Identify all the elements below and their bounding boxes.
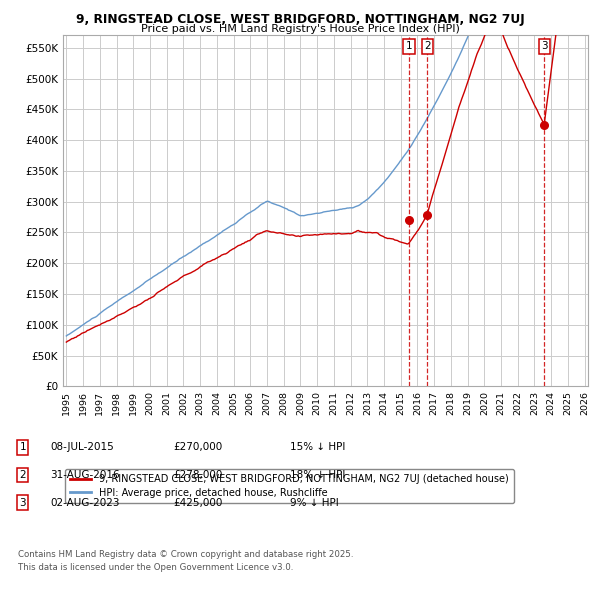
Text: 15% ↓ HPI: 15% ↓ HPI [290,442,346,452]
Text: 08-JUL-2015: 08-JUL-2015 [50,442,114,452]
Text: 3: 3 [19,498,26,507]
Text: 1: 1 [19,442,26,452]
Text: 31-AUG-2016: 31-AUG-2016 [50,470,120,480]
Text: 1: 1 [406,41,412,51]
Text: 2: 2 [424,41,431,51]
Text: This data is licensed under the Open Government Licence v3.0.: This data is licensed under the Open Gov… [18,563,293,572]
Legend: 9, RINGSTEAD CLOSE, WEST BRIDGFORD, NOTTINGHAM, NG2 7UJ (detached house), HPI: A: 9, RINGSTEAD CLOSE, WEST BRIDGFORD, NOTT… [65,469,514,503]
Text: £270,000: £270,000 [173,442,223,452]
Text: 18% ↓ HPI: 18% ↓ HPI [290,470,346,480]
Text: 9% ↓ HPI: 9% ↓ HPI [290,498,339,507]
Text: 2: 2 [19,470,26,480]
Text: 3: 3 [541,41,548,51]
Text: £425,000: £425,000 [173,498,223,507]
Text: 02-AUG-2023: 02-AUG-2023 [50,498,120,507]
Text: 9, RINGSTEAD CLOSE, WEST BRIDGFORD, NOTTINGHAM, NG2 7UJ: 9, RINGSTEAD CLOSE, WEST BRIDGFORD, NOTT… [76,13,524,26]
Text: Price paid vs. HM Land Registry's House Price Index (HPI): Price paid vs. HM Land Registry's House … [140,24,460,34]
Text: Contains HM Land Registry data © Crown copyright and database right 2025.: Contains HM Land Registry data © Crown c… [18,550,353,559]
Text: £278,000: £278,000 [173,470,223,480]
